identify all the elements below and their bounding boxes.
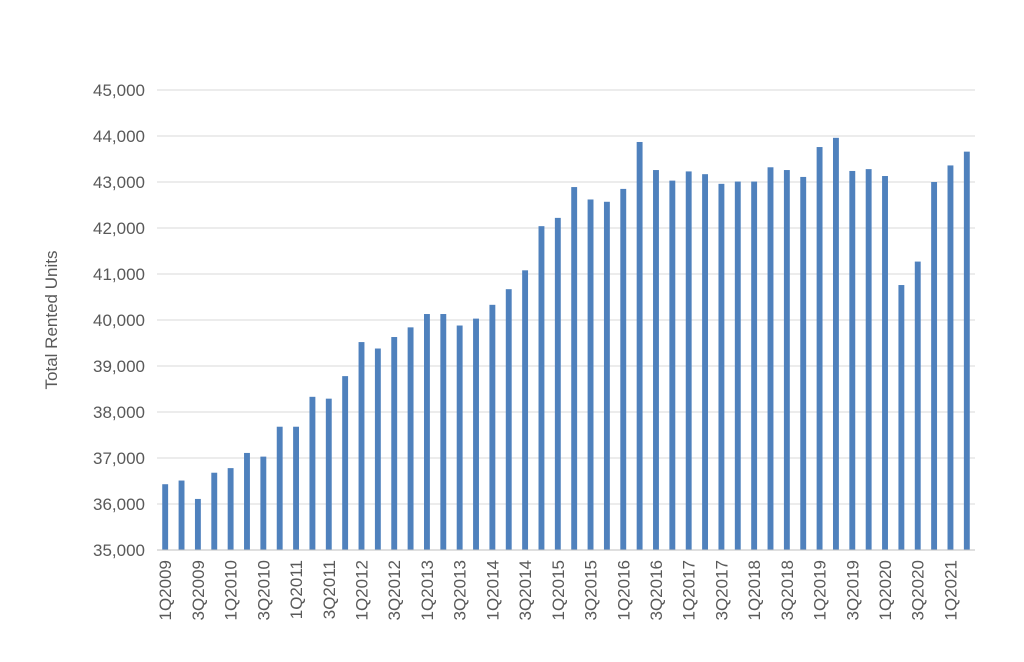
bar-4Q2017 [734,181,741,551]
x-tick-label: 1Q2011 [287,560,306,619]
x-tick-label: 1Q2021 [941,560,960,621]
y-axis-tick-labels: 35,000 36,000 37,000 38,000 39,000 40,000 41,0… [93,81,145,560]
bar-2Q2017 [702,174,709,550]
bar-2Q2020 [898,285,905,550]
x-tick-label: 1Q2017 [680,560,699,621]
bar-3Q2013 [456,325,463,550]
bar-4Q2015 [603,201,610,550]
bar-3Q2010 [260,456,267,550]
bar-3Q2017 [718,183,725,550]
bar-1Q2009 [162,484,169,550]
x-tick-label: 1Q2018 [745,560,764,621]
x-tick-label: 1Q2019 [811,560,830,621]
bar-4Q2014 [538,226,545,550]
y-tick-label: 41,000 [93,265,145,284]
bar-3Q2016 [653,170,659,551]
bar-3Q2015 [587,199,594,551]
bar-4Q2019 [865,169,872,550]
bar-4Q2012 [407,327,414,550]
bar-2Q2021 [963,151,970,550]
bar-1Q2012 [358,342,365,550]
x-tick-label: 3Q2010 [254,560,273,621]
bar-4Q2009 [211,472,218,550]
x-tick-label: 1Q2015 [549,560,568,621]
bar-3Q2012 [391,337,398,550]
bar-3Q2011 [325,398,332,550]
bar-1Q2019 [816,147,823,551]
bar-1Q2020 [882,176,888,550]
x-axis-tick-labels: 1Q2009 3Q2009 1Q2010 3Q2010 1Q2011 3Q2011 1Q20… [156,560,960,621]
x-tick-label: 3Q2019 [843,560,862,621]
x-tick-label: 3Q2020 [909,560,928,621]
bar-2Q2019 [832,137,839,550]
bar-1Q2018 [751,181,758,551]
bar-4Q2016 [669,180,676,550]
bar-2Q2015 [571,187,578,550]
x-tick-label: 3Q2018 [778,560,797,621]
bar-2Q2012 [374,348,381,550]
bar-2Q2013 [440,314,447,550]
y-tick-label: 36,000 [93,495,145,514]
bar-1Q2021 [947,165,954,550]
bar-2Q2011 [309,396,316,550]
x-tick-label: 3Q2017 [712,560,731,621]
bar-2Q2018 [767,167,774,550]
bar-3Q2009 [194,498,201,550]
bar-3Q2018 [783,170,790,551]
y-tick-label: 39,000 [93,357,145,376]
bar-1Q2017 [685,171,692,551]
bar-1Q2011 [293,426,300,550]
y-tick-label: 43,000 [93,173,145,192]
bar-3Q2020 [914,261,921,550]
bar-3Q2014 [522,270,529,550]
x-tick-label: 3Q2014 [516,560,535,621]
x-tick-label: 1Q2016 [614,560,633,621]
y-tick-label: 40,000 [93,311,145,330]
y-tick-label: 44,000 [93,127,145,146]
bar-1Q2014 [489,304,496,550]
x-tick-label: 3Q2011 [320,560,339,619]
bar-4Q2010 [276,426,283,550]
x-tick-label: 3Q2009 [189,560,208,621]
x-tick-label: 1Q2014 [483,560,502,621]
bar-2Q2016 [636,141,643,551]
bar-1Q2013 [423,314,430,550]
bar-4Q2020 [931,182,938,550]
bar-4Q2011 [342,376,349,550]
x-tick-label: 3Q2013 [451,560,470,621]
x-tick-label: 1Q2010 [222,560,241,621]
bar-3Q2019 [849,170,856,550]
bars [162,137,970,551]
y-axis-title: Total Rented Units [42,251,61,390]
bar-1Q2015 [554,217,561,550]
x-tick-label: 1Q2013 [418,560,437,621]
y-tick-label: 45,000 [93,81,145,100]
bar-2Q2014 [505,289,512,550]
x-tick-label: 1Q2012 [353,560,372,621]
bar-2Q2010 [244,452,250,550]
y-tick-label: 37,000 [93,449,145,468]
y-tick-label: 38,000 [93,403,145,422]
x-tick-label: 3Q2012 [385,560,404,621]
bar-4Q2013 [473,318,479,550]
bar-1Q2016 [620,188,627,550]
bar-1Q2010 [227,468,234,550]
x-tick-label: 1Q2020 [876,560,895,621]
y-tick-label: 35,000 [93,541,145,560]
x-tick-label: 1Q2009 [156,560,175,621]
y-tick-label: 42,000 [93,219,145,238]
bar-2Q2009 [178,480,185,550]
bar-4Q2018 [800,176,807,550]
x-tick-label: 3Q2016 [647,560,666,621]
x-tick-label: 3Q2015 [582,560,601,621]
